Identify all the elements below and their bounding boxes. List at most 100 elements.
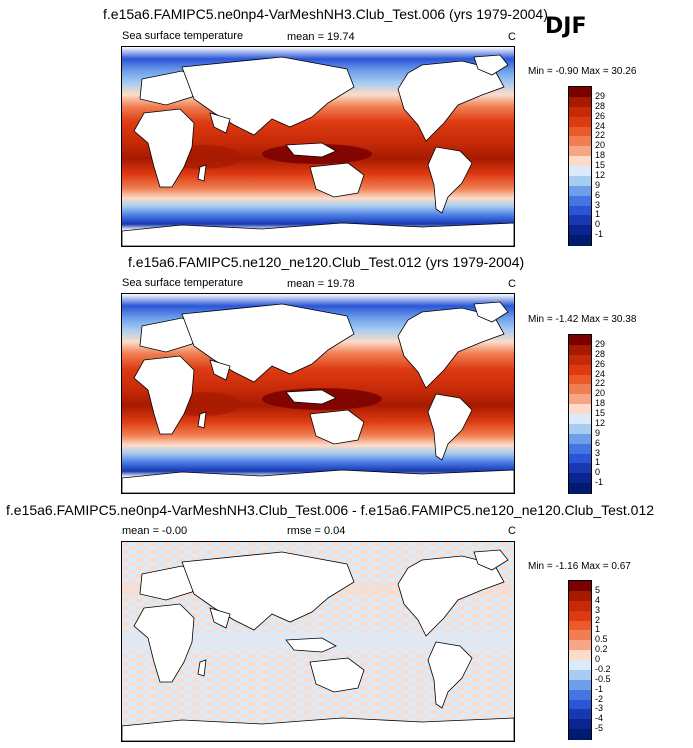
colorbar-tick-label: 6 <box>595 189 601 200</box>
colorbar-swatch <box>569 185 591 197</box>
colorbar-swatch <box>569 453 591 464</box>
colorbar-swatch <box>569 96 591 108</box>
panel-1-map-graphic <box>122 47 514 246</box>
colorbar-swatch <box>569 116 591 127</box>
panel-2-mean: mean = 19.78 <box>287 278 355 290</box>
colorbar-tick-label: 29 <box>595 90 606 101</box>
colorbar-swatch <box>569 364 591 375</box>
colorbar-swatch <box>569 689 591 700</box>
colorbar-tick-label: 0.5 <box>595 634 608 645</box>
panel-2-colorbar <box>568 334 592 494</box>
colorbar-tick-label: 20 <box>595 388 606 399</box>
colorbar-tick-label: -0.5 <box>595 673 611 684</box>
colorbar-tick-label: 3 <box>595 604 601 615</box>
colorbar-swatch <box>569 195 591 206</box>
colorbar-swatch <box>569 630 591 641</box>
colorbar-tick-label: 0.2 <box>595 644 608 655</box>
panel-1-mean: mean = 19.74 <box>287 31 355 43</box>
colorbar-swatch <box>569 709 591 720</box>
colorbar-swatch <box>569 374 591 385</box>
colorbar-swatch <box>569 660 591 671</box>
colorbar-swatch <box>569 473 591 484</box>
colorbar-tick-label: 6 <box>595 437 601 448</box>
colorbar-swatch <box>569 679 591 691</box>
colorbar-tick-label: 22 <box>595 130 606 141</box>
colorbar-tick-label: 24 <box>595 120 606 131</box>
colorbar-tick-label: 18 <box>595 150 606 161</box>
colorbar-swatch <box>569 205 591 216</box>
panel-2-variable: Sea surface temperature <box>122 277 244 289</box>
colorbar-swatch <box>569 215 591 226</box>
colorbar-tick-label: -5 <box>595 723 604 734</box>
colorbar-swatch <box>569 650 591 661</box>
colorbar-swatch <box>569 87 591 98</box>
colorbar-tick-label: 26 <box>595 358 606 369</box>
panel-1-title: f.e15a6.FAMIPC5.ne0np4-VarMeshNH3.Club_T… <box>103 6 548 22</box>
colorbar-tick-label: 0 <box>595 467 601 478</box>
colorbar-swatch <box>569 394 591 405</box>
panel-2-title: f.e15a6.FAMIPC5.ne120_ne120.Club_Test.01… <box>128 254 525 270</box>
colorbar-swatch <box>569 136 591 147</box>
colorbar-swatch <box>569 610 591 621</box>
panel-2-map-graphic <box>122 294 514 493</box>
colorbar-tick-label: 28 <box>595 348 606 359</box>
colorbar-swatch <box>569 443 591 454</box>
colorbar-tick-label: -1 <box>595 477 604 488</box>
colorbar-swatch <box>569 600 591 612</box>
colorbar-swatch <box>569 463 591 474</box>
colorbar-tick-label: -4 <box>595 713 604 724</box>
colorbar-swatch <box>569 699 591 710</box>
colorbar-swatch <box>569 719 591 730</box>
panel-1-minmax: Min = -0.90 Max = 30.26 <box>528 66 637 77</box>
colorbar-tick-label: 12 <box>595 169 606 180</box>
colorbar-swatch <box>569 404 591 415</box>
panel-3-minmax: Min = -1.16 Max = 0.67 <box>528 561 631 572</box>
colorbar-tick-label: -1 <box>595 229 604 240</box>
colorbar-tick-label: 22 <box>595 378 606 389</box>
colorbar-tick-label: -0.2 <box>595 663 611 674</box>
panel-3-mean: mean = -0.00 <box>122 525 188 537</box>
colorbar-tick-label: 20 <box>595 140 606 151</box>
colorbar-swatch <box>569 640 591 651</box>
colorbar-swatch <box>569 146 591 157</box>
colorbar-swatch <box>569 590 591 602</box>
panel-3-title: f.e15a6.FAMIPC5.ne0np4-VarMeshNH3.Club_T… <box>6 502 655 518</box>
colorbar-tick-label: 3 <box>595 447 601 458</box>
colorbar-tick-label: 18 <box>595 398 606 409</box>
panel-1-map <box>121 46 515 247</box>
colorbar-tick-label: 24 <box>595 368 606 379</box>
colorbar-swatch <box>569 225 591 236</box>
colorbar-tick-label: -2 <box>595 693 604 704</box>
colorbar-swatch <box>569 126 591 137</box>
colorbar-tick-label: 12 <box>595 417 606 428</box>
season-label: DJF <box>545 14 587 39</box>
colorbar-swatch <box>569 354 591 366</box>
colorbar-tick-label: 5 <box>595 584 601 595</box>
colorbar-tick-label: 2 <box>595 614 601 625</box>
colorbar-tick-label: 3 <box>595 199 601 210</box>
panel-3-units: C <box>508 525 516 537</box>
colorbar-swatch <box>569 483 591 494</box>
colorbar-tick-label: 28 <box>595 100 606 111</box>
panel-2-map <box>121 293 515 494</box>
colorbar-swatch <box>569 620 591 631</box>
colorbar-tick-label: 4 <box>595 594 601 605</box>
colorbar-swatch <box>569 335 591 346</box>
colorbar-swatch <box>569 235 591 246</box>
colorbar-tick-label: 0 <box>595 654 601 664</box>
panel-1-variable: Sea surface temperature <box>122 30 244 42</box>
colorbar-swatch <box>569 581 591 592</box>
colorbar-tick-label: 29 <box>595 338 606 349</box>
colorbar-swatch <box>569 344 591 356</box>
colorbar-tick-label: 9 <box>595 179 601 190</box>
panel-3-rmse: rmse = 0.04 <box>287 525 346 537</box>
colorbar-swatch <box>569 175 591 187</box>
colorbar-swatch <box>569 414 591 425</box>
panel-3-map <box>121 541 515 742</box>
panel-1-colorbar <box>568 86 592 246</box>
colorbar-tick-label: 26 <box>595 110 606 121</box>
colorbar-tick-label: 9 <box>595 427 601 438</box>
panel-2-units: C <box>508 278 516 290</box>
colorbar-swatch <box>569 433 591 445</box>
panel-3-colorbar <box>568 580 592 740</box>
